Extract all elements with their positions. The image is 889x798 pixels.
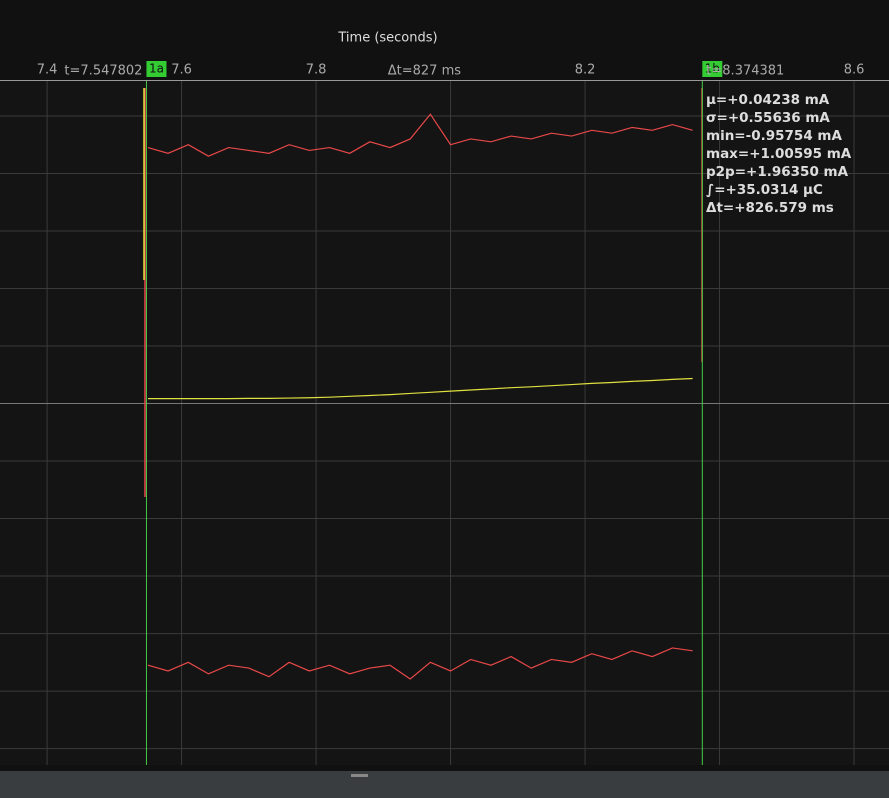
x-tick-label: 7.4 <box>37 63 58 78</box>
resize-handle[interactable] <box>351 774 368 777</box>
cursor-time: t=8.374381 <box>706 64 784 79</box>
cursor-time: t=7.547802 <box>64 64 142 79</box>
trace <box>147 377 693 400</box>
x-tick-label: 7.6 <box>171 63 192 78</box>
cursor-label: 1b <box>705 62 720 76</box>
axis-title: Time (seconds) <box>337 31 437 46</box>
stat: Δt=+826.579 ms <box>706 200 834 216</box>
bottom-bar <box>0 771 889 798</box>
delta-label: Δt=827 ms <box>388 64 461 79</box>
cursor-flag <box>702 61 723 77</box>
stat: μ=+0.04238 mA <box>706 92 830 108</box>
cursor-flag <box>146 61 167 77</box>
trace <box>147 113 693 157</box>
stat: ∫=+35.0314 μC <box>706 182 823 198</box>
x-tick-label: 8.6 <box>844 63 865 78</box>
plot-area <box>0 81 889 765</box>
trace <box>147 647 693 680</box>
stat: min=-0.95754 mA <box>706 128 842 144</box>
stat: σ=+0.55636 mA <box>706 110 830 126</box>
cursor-label: 1a <box>149 62 164 76</box>
stat: max=+1.00595 mA <box>706 146 852 162</box>
x-tick-label: 7.8 <box>306 63 327 78</box>
stat: p2p=+1.96350 mA <box>706 164 849 180</box>
x-tick-label: 8.2 <box>575 63 596 78</box>
